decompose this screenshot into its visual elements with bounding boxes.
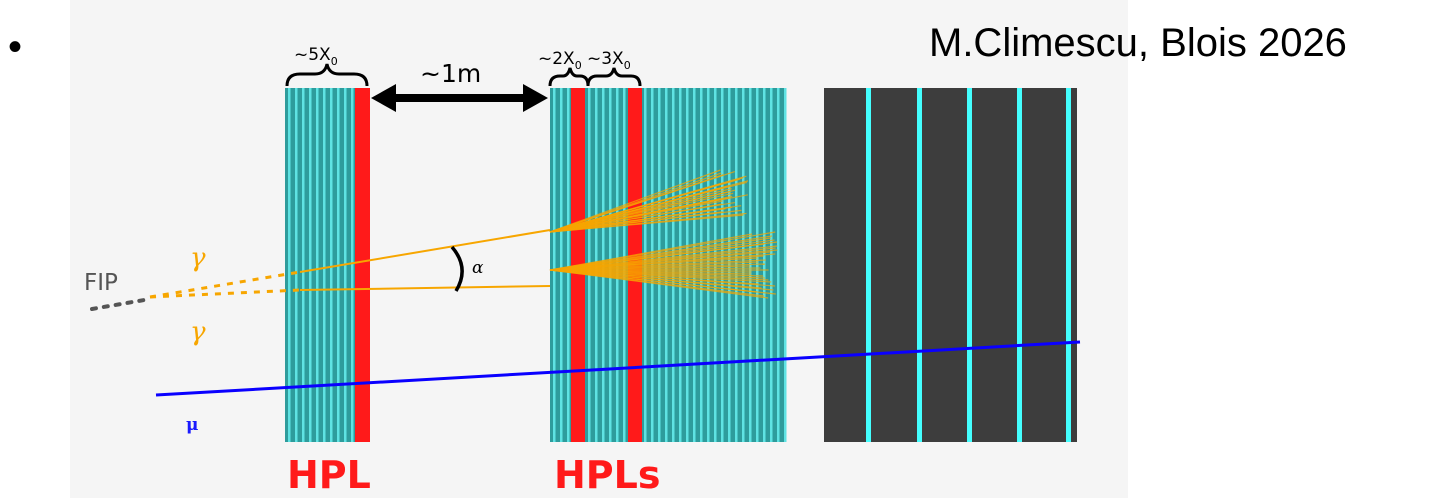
scintillator-strip xyxy=(777,88,780,442)
muon-label: μ xyxy=(186,415,198,435)
hpl-first-active-layer xyxy=(355,88,370,442)
scintillator-strip xyxy=(553,88,556,442)
scintillator-strip xyxy=(295,88,298,442)
scintillator-strip xyxy=(784,88,787,442)
photon-label-upper: γ xyxy=(190,243,206,273)
detector-label-hpl: HPL xyxy=(287,453,371,497)
slide-credit: M.Climescu, Blois 2026 xyxy=(929,21,1347,65)
calorimeter-block xyxy=(824,88,1077,442)
scintillator-strip xyxy=(309,88,312,442)
fip-label: FIP xyxy=(84,270,118,296)
scintillator-strip xyxy=(567,88,570,442)
slide-bullet: • xyxy=(8,25,22,69)
calorimeter-strip xyxy=(866,88,871,442)
scintillator-strip xyxy=(330,88,333,442)
scintillator-strip xyxy=(560,88,563,442)
detector-hpl-first xyxy=(285,88,370,442)
calorimeter-strip xyxy=(1017,88,1022,442)
calorimeter-strip xyxy=(967,88,972,442)
scintillator-strip xyxy=(763,88,766,442)
calorimeter-strip xyxy=(1066,88,1071,442)
scintillator-strip xyxy=(351,88,354,442)
scintillator-strip xyxy=(756,88,759,442)
calorimeter-body xyxy=(824,88,1077,442)
photon-label-lower: γ xyxy=(190,317,206,347)
distance-label: ~1m xyxy=(420,59,481,88)
scintillator-strip xyxy=(302,88,305,442)
scintillator-strip xyxy=(700,88,703,442)
scintillator-strip xyxy=(770,88,773,442)
calorimeter-strip xyxy=(917,88,922,442)
scintillator-strip xyxy=(316,88,319,442)
detector-label-hpls: HPLs xyxy=(554,453,661,497)
opening-angle-label: α xyxy=(472,258,484,278)
scintillator-strip xyxy=(323,88,326,442)
